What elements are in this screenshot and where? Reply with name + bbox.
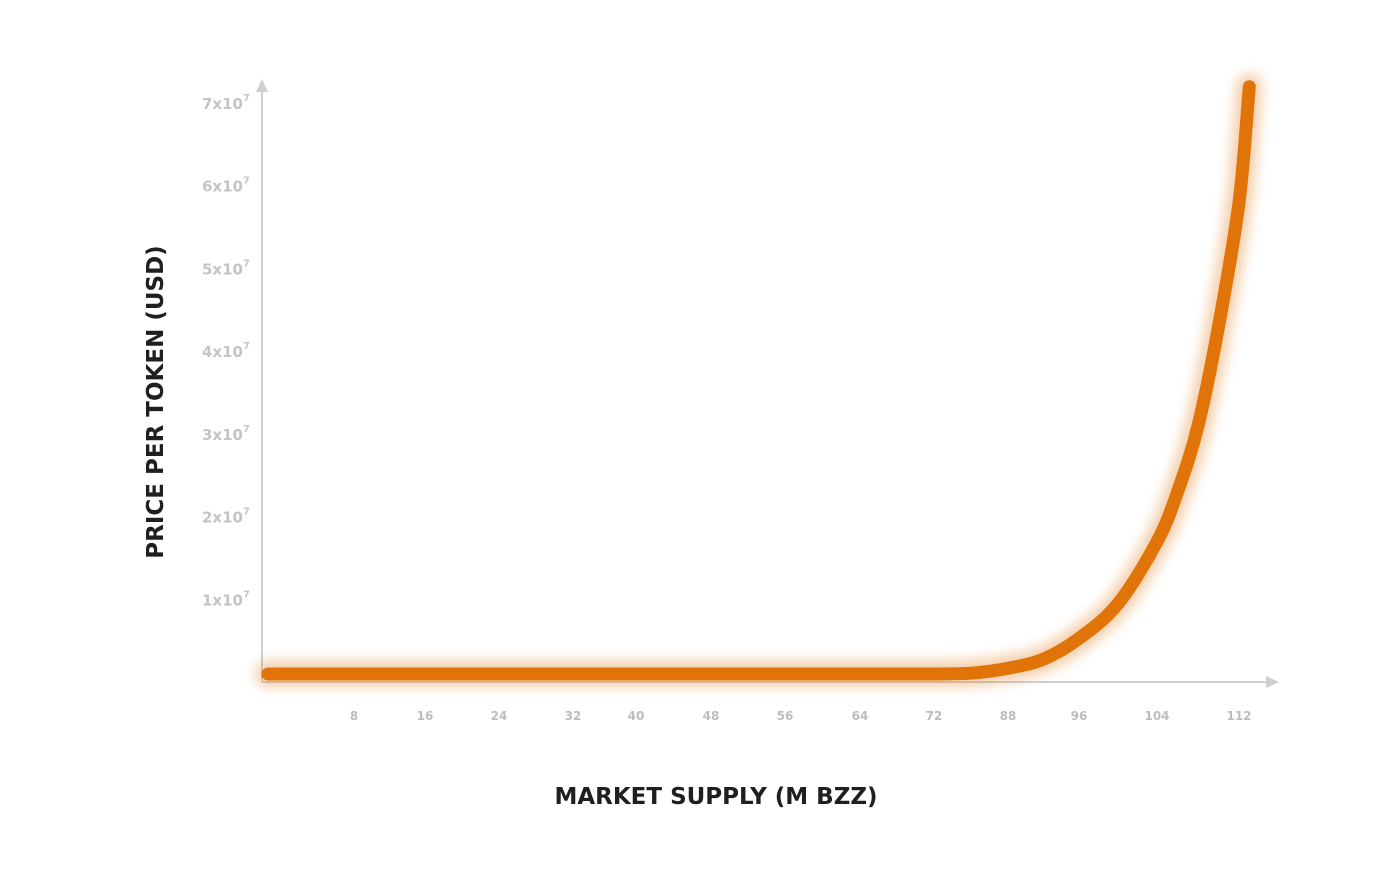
y-tick-exponent: 7: [243, 93, 250, 104]
y-tick-base: 4x10: [202, 343, 243, 361]
y-axis-arrow: [256, 79, 268, 92]
y-tick-label: 6x107: [202, 176, 250, 196]
x-tick-labels: 8 16 24 32 40 48 56 64 72 88 96 104 112: [350, 709, 1252, 723]
x-tick-label: 32: [565, 709, 582, 723]
x-tick-label: 112: [1226, 709, 1251, 723]
y-tick-label: 2x107: [202, 507, 250, 527]
y-tick-exponent: 7: [243, 341, 250, 352]
y-tick-label: 1x107: [202, 589, 250, 609]
x-tick-label: 24: [491, 709, 508, 723]
y-tick-exponent: 7: [243, 176, 250, 187]
x-tick-label: 8: [350, 709, 358, 723]
y-tick-exponent: 7: [243, 424, 250, 435]
y-tick-label: 3x107: [202, 424, 250, 444]
y-tick-base: 3x10: [202, 426, 243, 444]
x-tick-label: 40: [628, 709, 645, 723]
price-curve-glow: [255, 73, 1263, 688]
x-axis-arrow: [1266, 676, 1279, 688]
x-axis-label: MARKET SUPPLY (M BZZ): [554, 784, 877, 810]
y-tick-base: 5x10: [202, 260, 243, 278]
x-tick-label: 48: [703, 709, 720, 723]
y-tick-label: 4x107: [202, 341, 250, 361]
x-tick-label: 64: [852, 709, 869, 723]
y-axis-label: PRICE PER TOKEN (USD): [143, 245, 169, 558]
y-tick-base: 2x10: [202, 509, 243, 527]
x-tick-label: 96: [1071, 709, 1088, 723]
price-curve-line: [261, 80, 1256, 681]
x-tick-label: 88: [1000, 709, 1017, 723]
x-tick-label: 104: [1144, 709, 1169, 723]
x-tick-label: 72: [926, 709, 943, 723]
x-tick-label: 16: [417, 709, 434, 723]
y-tick-base: 1x10: [202, 591, 243, 609]
y-tick-base: 7x10: [202, 95, 243, 113]
y-tick-exponent: 7: [243, 258, 250, 269]
y-tick-base: 6x10: [202, 178, 243, 196]
y-tick-exponent: 7: [243, 507, 250, 518]
y-tick-label: 5x107: [202, 258, 250, 278]
x-tick-label: 56: [777, 709, 794, 723]
y-tick-exponent: 7: [243, 589, 250, 600]
y-tick-label: 7x107: [202, 93, 250, 113]
